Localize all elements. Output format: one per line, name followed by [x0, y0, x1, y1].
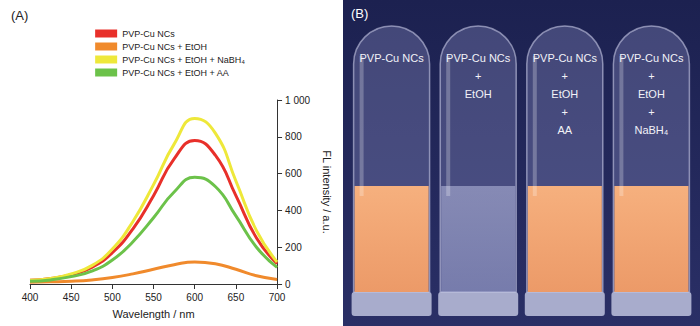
svg-text:PVP-Cu NCs + EtOH + NaBH₄: PVP-Cu NCs + EtOH + NaBH₄: [122, 55, 245, 65]
svg-text:600: 600: [285, 168, 302, 179]
svg-text:700: 700: [269, 292, 286, 303]
svg-text:EtOH: EtOH: [465, 88, 492, 100]
svg-text:1 000: 1 000: [285, 95, 310, 106]
svg-text:0: 0: [285, 279, 291, 290]
svg-text:PVP-Cu NCs: PVP-Cu NCs: [446, 52, 511, 64]
svg-text:+: +: [475, 70, 481, 82]
svg-text:+: +: [648, 106, 654, 118]
svg-text:PVP-Cu NCs: PVP-Cu NCs: [360, 52, 425, 64]
svg-text:PVP-Cu NCs + EtOH + AA: PVP-Cu NCs + EtOH + AA: [122, 68, 229, 78]
svg-text:AA: AA: [557, 124, 572, 136]
svg-text:NaBH₄: NaBH₄: [634, 124, 668, 136]
svg-text:PVP-Cu NCs: PVP-Cu NCs: [533, 52, 598, 64]
svg-text:450: 450: [63, 292, 80, 303]
svg-text:200: 200: [285, 242, 302, 253]
svg-text:PVP-Cu NCs + EtOH: PVP-Cu NCs + EtOH: [122, 42, 207, 52]
svg-text:500: 500: [104, 292, 121, 303]
svg-text:+: +: [562, 70, 568, 82]
svg-text:EtOH: EtOH: [551, 88, 578, 100]
svg-text:EtOH: EtOH: [638, 88, 665, 100]
svg-text:650: 650: [228, 292, 245, 303]
svg-text:Wavelength / nm: Wavelength / nm: [112, 308, 194, 320]
svg-text:550: 550: [145, 292, 162, 303]
svg-text:400: 400: [285, 205, 302, 216]
svg-text:+: +: [648, 70, 654, 82]
svg-text:FL intensity / a.u.: FL intensity / a.u.: [321, 150, 333, 233]
svg-text:PVP-Cu NCs: PVP-Cu NCs: [122, 29, 175, 39]
svg-text:(B): (B): [351, 6, 368, 21]
svg-text:800: 800: [285, 131, 302, 142]
svg-text:PVP-Cu NCs: PVP-Cu NCs: [619, 52, 684, 64]
svg-text:600: 600: [186, 292, 203, 303]
svg-text:(A): (A): [11, 8, 28, 23]
svg-text:400: 400: [22, 292, 39, 303]
svg-text:+: +: [562, 106, 568, 118]
